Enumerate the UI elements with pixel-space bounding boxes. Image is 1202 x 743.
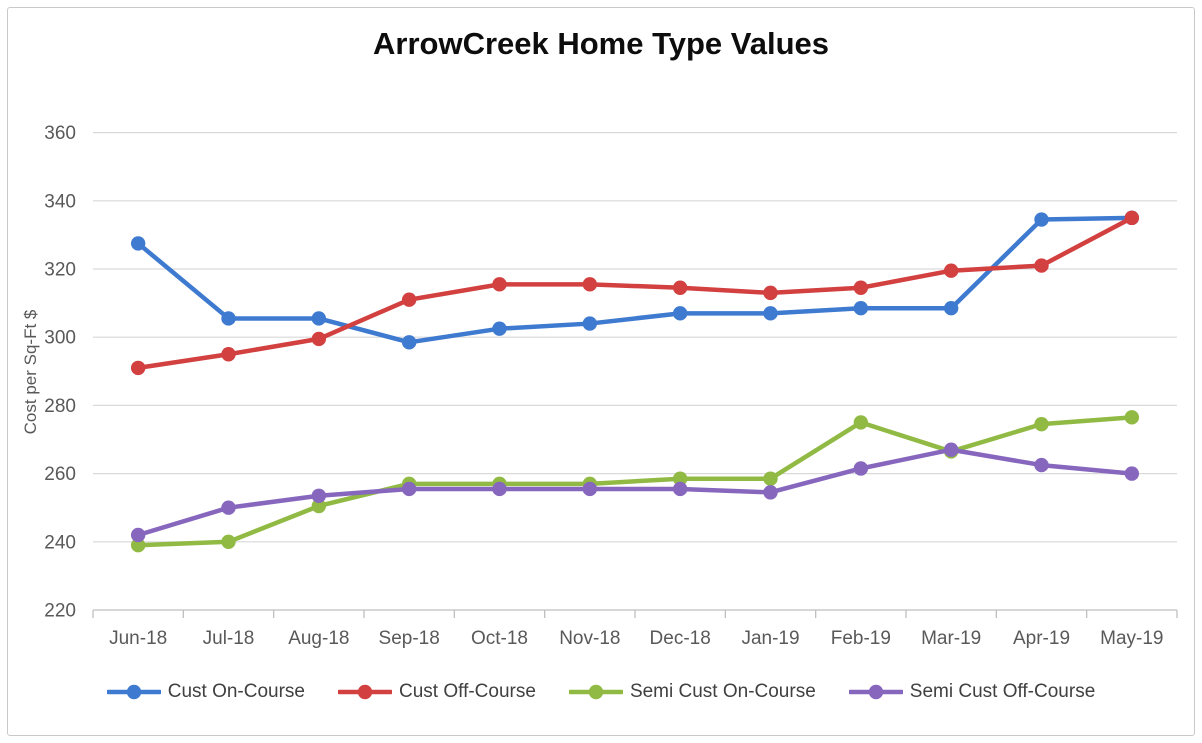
data-point-semi-cust-on-course: [130, 538, 146, 553]
data-point-cust-off-course: [492, 277, 507, 292]
data-point-semi-cust-off-course: [401, 481, 417, 497]
y-axis-tick-label: 220: [44, 601, 76, 622]
legend-marker-icon: [568, 684, 623, 700]
chart-legend: Cust On-Course Cust Off-Course Semi Cust O…: [0, 676, 1202, 708]
legend-item-semi-cust-on-course: Semi Cust On-Course: [568, 681, 816, 703]
data-point-cust-on-course: [582, 316, 598, 331]
series-line-semi-cust-on-course: [135, 415, 1135, 548]
data-point-cust-off-course: [943, 263, 959, 278]
series-line-semi-cust-off-course: [135, 447, 1135, 538]
data-point-cust-off-course: [311, 331, 327, 347]
data-point-semi-cust-off-course: [853, 461, 869, 476]
x-axis-tick-label: Mar-19: [921, 628, 981, 649]
data-point-cust-off-course: [1034, 258, 1049, 273]
data-point-semi-cust-on-course: [672, 471, 688, 486]
y-axis-tick-label: 260: [44, 464, 76, 485]
data-point-cust-on-course: [763, 306, 778, 321]
data-point-semi-cust-off-course: [943, 442, 959, 457]
legend-item-cust-off-course: Cust Off-Course: [338, 681, 536, 703]
data-point-cust-on-course: [401, 335, 417, 350]
chart-border-frame: [7, 7, 1195, 736]
legend-marker-icon: [106, 684, 161, 700]
data-point-semi-cust-on-course: [1034, 416, 1049, 432]
data-point-semi-cust-off-course: [1124, 466, 1140, 481]
legend-item-semi-cust-off-course: Semi Cust Off-Course: [848, 681, 1096, 703]
data-point-semi-cust-off-course: [1034, 457, 1049, 473]
data-point-semi-cust-off-course: [130, 527, 146, 543]
x-axis-tick-label: Oct-18: [471, 628, 528, 649]
data-point-cust-on-course: [672, 306, 688, 321]
data-point-cust-off-course: [582, 277, 598, 292]
legend-marker-icon: [848, 684, 903, 700]
legend-label: Semi Cust Off-Course: [909, 681, 1096, 702]
legend-label: Cust Off-Course: [399, 681, 536, 702]
y-axis-tick-label: 360: [44, 123, 76, 144]
x-axis-tick-label: Nov-18: [559, 628, 620, 649]
data-point-semi-cust-off-course: [221, 500, 236, 515]
data-point-cust-on-course: [492, 321, 507, 336]
data-point-cust-off-course: [221, 347, 236, 362]
legend-item-cust-on-course: Cust On-Course: [106, 681, 306, 703]
x-axis-tick-label: Feb-19: [831, 628, 891, 649]
data-point-cust-on-course: [1034, 212, 1049, 227]
x-axis-tick-label: Dec-18: [650, 628, 711, 649]
x-axis-tick-label: Aug-18: [288, 628, 349, 649]
data-point-cust-off-course: [763, 285, 778, 301]
chart-title: ArrowCreek Home Type Values: [373, 26, 829, 61]
x-axis-tick-label: May-19: [1100, 628, 1163, 649]
data-point-semi-cust-on-course: [1124, 410, 1140, 425]
legend-marker-icon: [338, 684, 393, 700]
x-axis-tick-label: Sep-18: [379, 628, 440, 649]
data-point-cust-off-course: [672, 280, 688, 295]
data-point-semi-cust-on-course: [311, 498, 327, 514]
legend-label: Semi Cust On-Course: [629, 681, 816, 702]
x-axis-tick-label: Jun-18: [109, 628, 167, 649]
y-axis-tick-label: 300: [44, 328, 76, 349]
data-point-semi-cust-on-course: [221, 534, 236, 549]
data-point-cust-on-course: [130, 236, 146, 251]
data-point-cust-on-course: [221, 311, 236, 326]
y-axis-tick-label: 240: [44, 532, 76, 553]
data-point-cust-on-course: [943, 301, 959, 316]
y-axis-tick-label: 280: [44, 396, 76, 417]
data-point-cust-off-course: [853, 280, 869, 295]
x-axis-tick-label: Apr-19: [1013, 628, 1070, 649]
x-axis-tick-label: Jan-19: [741, 628, 799, 649]
y-axis-tick-label: 340: [44, 191, 76, 212]
data-point-cust-on-course: [311, 311, 327, 326]
data-point-semi-cust-off-course: [763, 485, 778, 500]
data-point-semi-cust-off-course: [672, 481, 688, 497]
y-axis-tick-label: 320: [44, 260, 76, 281]
data-point-semi-cust-off-course: [311, 488, 327, 503]
data-point-semi-cust-on-course: [853, 415, 869, 430]
data-point-cust-off-course: [1124, 210, 1140, 226]
data-point-semi-cust-off-course: [492, 481, 507, 497]
data-point-cust-off-course: [401, 292, 417, 307]
data-point-semi-cust-off-course: [582, 481, 598, 497]
data-point-cust-off-course: [130, 360, 146, 376]
series-line-cust-off-course: [135, 215, 1135, 371]
data-point-semi-cust-on-course: [763, 471, 778, 486]
data-point-cust-on-course: [853, 301, 869, 316]
x-axis-tick-label: Jul-18: [203, 628, 255, 649]
series-line-cust-on-course: [135, 215, 1135, 345]
legend-label: Cust On-Course: [167, 681, 306, 702]
